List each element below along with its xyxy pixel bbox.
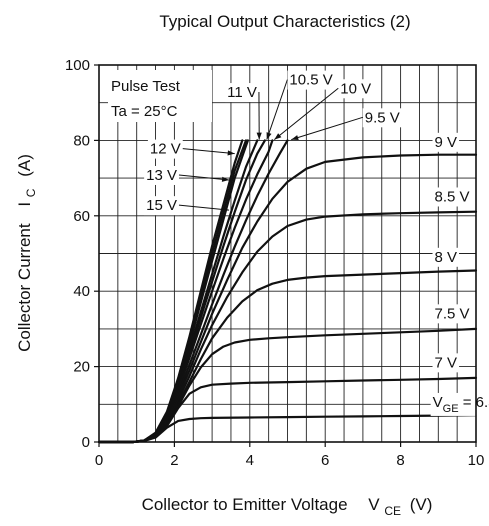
pulse-test-note: Pulse Test — [111, 78, 181, 95]
x-tick-label: 0 — [95, 452, 103, 469]
y-tick-label: 40 — [73, 283, 90, 300]
y-tick-label: 80 — [73, 132, 90, 149]
x-axis-label-sub: CE — [384, 504, 401, 518]
ta-note: Ta = 25°C — [111, 103, 178, 120]
curve-label-layer: 15 V 13 V 12 V 11 V 10.5 V 10 V 9.5 V 9 V 8.5 V 8… — [144, 70, 489, 416]
leader-arrowhead — [256, 132, 262, 140]
curve-label-v-ge-6-5-v: VGE = 6.5 V — [430, 392, 489, 416]
curve-label-10-5-v: 10.5 V — [266, 70, 335, 140]
curve-label-text: 8 V — [435, 249, 458, 266]
y-tick-label: 60 — [73, 208, 90, 225]
leader-line — [266, 79, 288, 140]
curve-label-8-5-v: 8.5 V — [432, 187, 472, 207]
leader-arrowhead — [274, 133, 282, 140]
curve-label-9-v: 9 V — [432, 132, 460, 152]
curve-label-10-v: 10 V — [273, 79, 374, 141]
leader-line — [273, 87, 339, 141]
x-tick-label: 2 — [170, 452, 178, 469]
y-axis-label-sub: C — [24, 188, 38, 197]
curve-label-12-v: 12 V — [147, 139, 235, 159]
curve-label-text: 10 V — [340, 80, 371, 97]
y-axis-label-symbol: I — [15, 202, 34, 207]
curve-label-text: 7.5 V — [435, 305, 470, 322]
y-axis-label-main: Collector Current — [15, 223, 34, 352]
x-axis-label: Collector to Emitter Voltage V CE (V) — [142, 495, 433, 519]
curve-label-text: 11 V — [227, 84, 257, 101]
plot-frame — [98, 64, 477, 443]
leader-arrowhead — [221, 206, 230, 213]
curve-label-text: 9.5 V — [365, 109, 400, 126]
leader-arrowhead — [266, 132, 272, 140]
curve-label-7-5-v: 7.5 V — [432, 304, 472, 324]
curve-label-13-v: 13 V — [144, 165, 230, 185]
curve-label-text: 7 V — [435, 354, 458, 371]
x-tick-label: 8 — [396, 452, 404, 469]
chart-title: Typical Output Characteristics (2) — [159, 12, 410, 31]
curve-label-text: 8.5 V — [435, 188, 470, 205]
leader-line — [182, 148, 235, 155]
curve-label-8-v: 8 V — [432, 247, 460, 267]
y-axis-label: Collector Current I C (A) — [15, 154, 39, 352]
leader-arrowhead — [221, 176, 230, 182]
leader-line — [178, 204, 230, 211]
notes-box: Pulse Test Ta = 25°C — [108, 70, 212, 122]
curve-label-text: 10.5 V — [289, 72, 332, 89]
x-axis-label-main: Collector to Emitter Voltage — [142, 495, 348, 514]
x-axis-label-unit: (V) — [410, 495, 433, 514]
curve-label-9-5-v: 9.5 V — [291, 108, 402, 141]
leader-arrowhead — [227, 150, 235, 156]
y-tick-label: 0 — [82, 434, 90, 451]
x-tick-label: 6 — [321, 452, 329, 469]
leader-line — [178, 174, 230, 181]
leader-arrowhead — [291, 135, 299, 141]
curve-label-text: 13 V — [146, 167, 177, 184]
curve-label-11-v: 11 V — [225, 83, 262, 140]
x-tick-label: 4 — [246, 452, 254, 469]
curve-label-7-v: 7 V — [432, 353, 460, 373]
x-tick-label: 10 — [468, 452, 485, 469]
leader-line — [291, 116, 363, 141]
x-axis-label-symbol: V — [368, 495, 380, 514]
y-tick-label: 100 — [65, 57, 90, 74]
curve-label-15-v: 15 V — [144, 196, 230, 216]
y-axis-label-unit: (A) — [15, 154, 34, 177]
curve-label-text: 15 V — [146, 197, 177, 214]
curve-label-text: 12 V — [150, 141, 181, 158]
curve-label-text: 9 V — [435, 134, 458, 151]
curve-label-text: VGE = 6.5 V — [433, 394, 489, 415]
curve-layer — [97, 139, 478, 444]
y-tick-label: 20 — [73, 359, 90, 376]
series-curve-v-ge-6-5-v — [97, 414, 478, 444]
